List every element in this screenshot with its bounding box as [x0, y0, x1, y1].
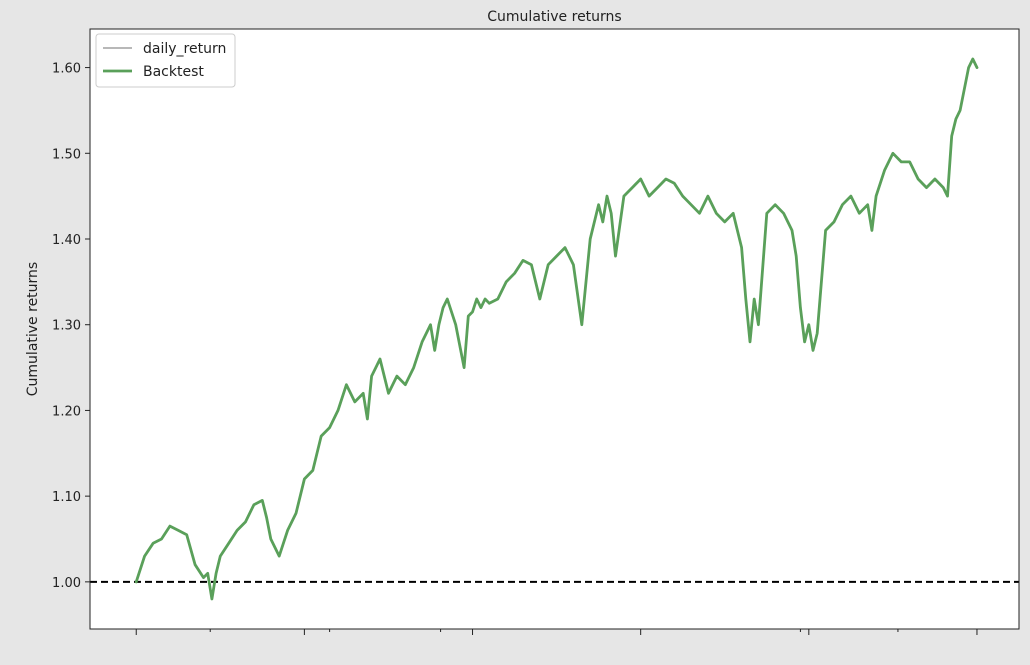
y-axis-label: Cumulative returns [25, 262, 41, 396]
y-tick-label: 1.20 [52, 404, 81, 419]
series-line-backtest [134, 57, 979, 601]
chart-title: Cumulative returns [487, 9, 621, 25]
plot-area [90, 29, 1019, 629]
legend-label: daily_return [143, 41, 226, 57]
y-tick-label: 1.00 [52, 576, 81, 591]
y-tick-label: 1.40 [52, 233, 81, 248]
y-tick-label: 1.60 [52, 62, 81, 77]
y-axis: 1.00 1.10 1.20 1.30 1.40 1.50 1.60 [52, 62, 90, 591]
series-layer [134, 57, 979, 601]
plot-frame [89, 28, 1020, 630]
legend-label: Backtest [143, 64, 204, 80]
y-tick-label: 1.30 [52, 319, 81, 334]
legend: daily_return Backtest [95, 33, 236, 88]
y-tick-label: 1.10 [52, 490, 81, 505]
x-axis [135, 629, 978, 635]
y-tick-label: 1.50 [52, 147, 81, 162]
